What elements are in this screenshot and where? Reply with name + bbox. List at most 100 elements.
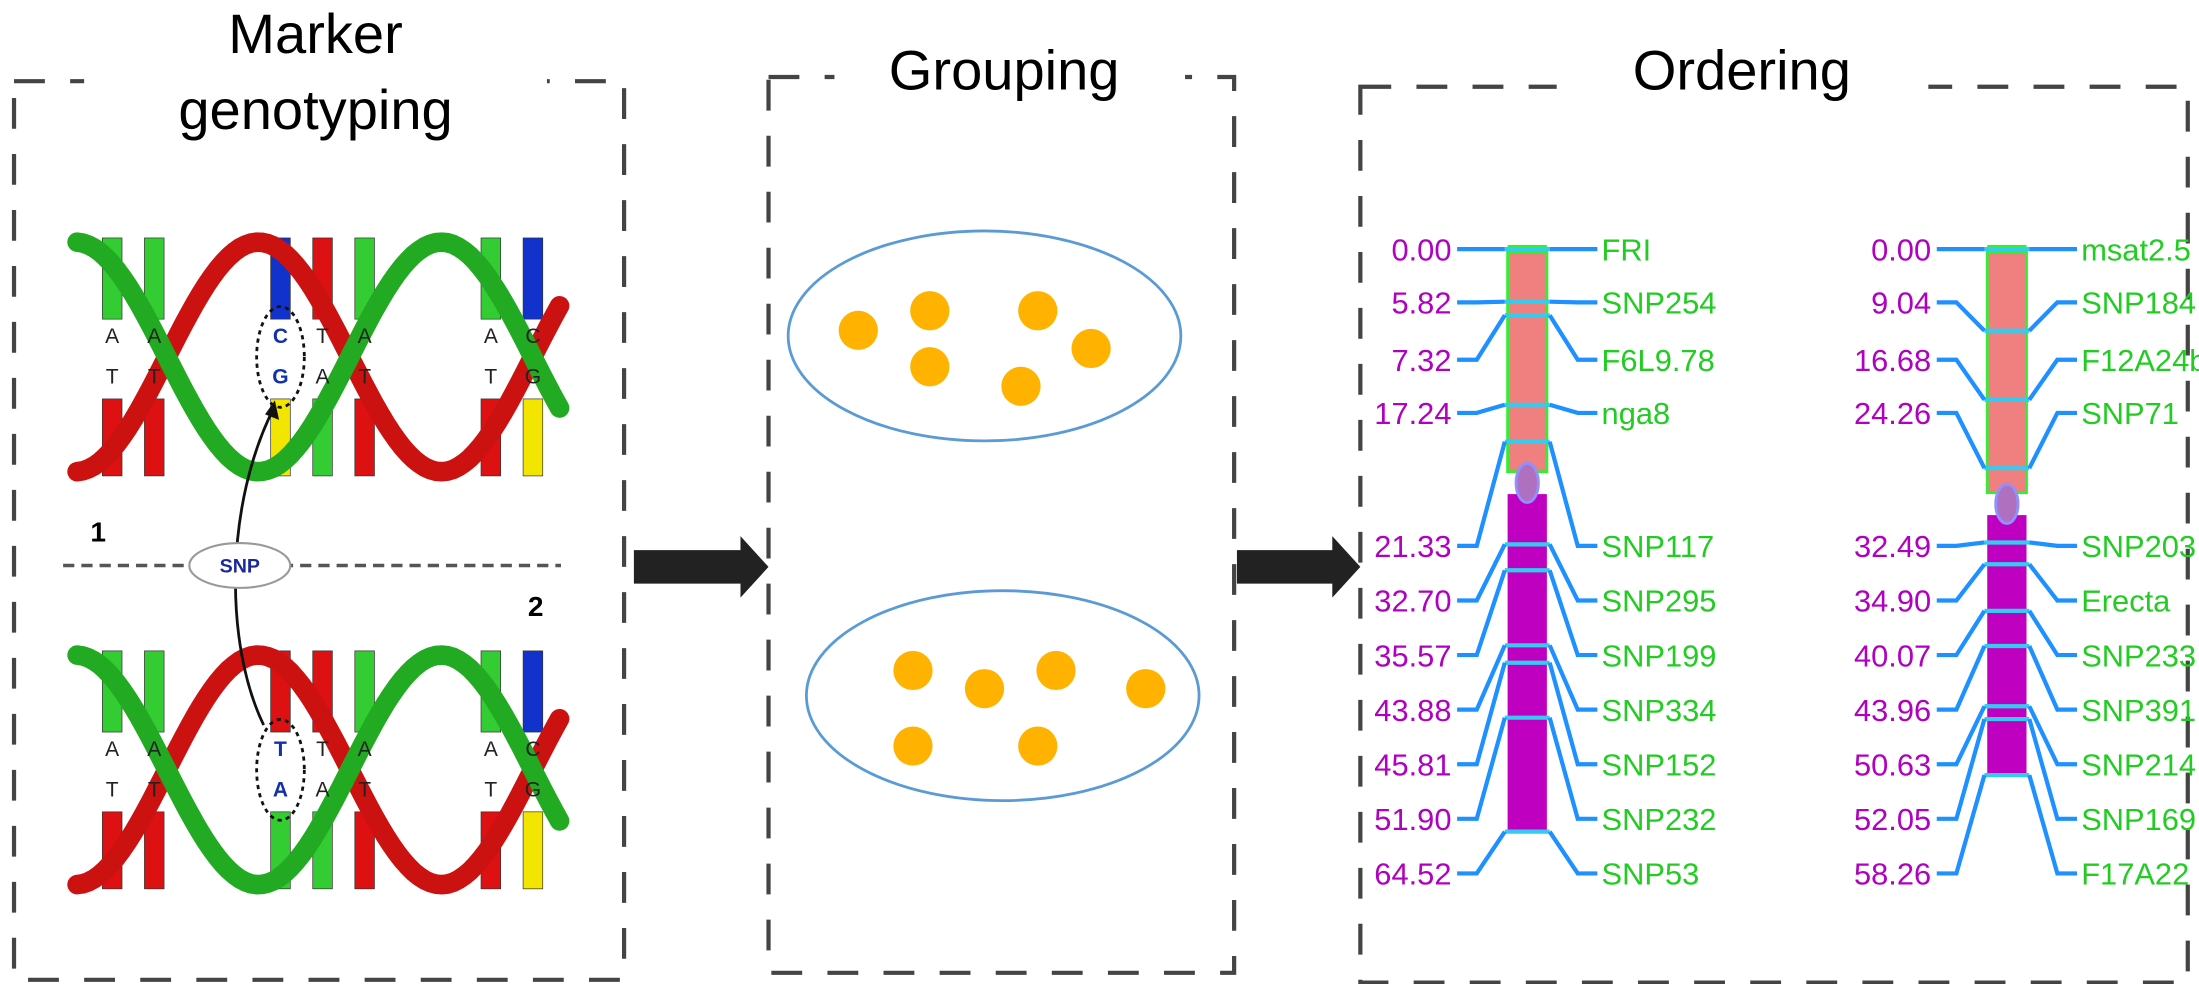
base-letter: A [316, 366, 330, 389]
base-bar [523, 399, 543, 476]
locus-connector [2029, 775, 2077, 873]
marker-dot [893, 651, 932, 690]
locus-position: 52.05 [1854, 802, 1931, 837]
base-letter: C [525, 325, 540, 348]
arrow [634, 536, 769, 598]
strand-label: 2 [528, 591, 544, 622]
base-letter: C [273, 325, 288, 348]
base-letter: A [147, 738, 161, 761]
base-letter: A [484, 325, 498, 348]
locus-connector [2029, 564, 2077, 600]
linkage-maps: 0.00FRI5.82SNP2547.32F6L9.7817.24nga821.… [1374, 232, 2199, 891]
snp-highlight [257, 307, 305, 408]
locus-marker: F6L9.78 [1602, 343, 1715, 378]
locus-position: 0.00 [1871, 232, 1931, 267]
locus-connector [1550, 570, 1598, 655]
base-letter: G [272, 366, 288, 389]
locus-connector [2029, 542, 2077, 545]
snp-highlight [257, 719, 305, 820]
locus-connector [1457, 405, 1505, 413]
cluster [806, 591, 1199, 801]
locus-position: 17.24 [1374, 396, 1451, 431]
page: Marker genotyping Grouping Ordering AACT… [0, 0, 2199, 984]
chromosome-arm [1987, 249, 2026, 493]
base-letter: T [358, 778, 371, 801]
locus-connector [1550, 405, 1598, 413]
locus-connector [2029, 360, 2077, 400]
base-letter: T [148, 366, 161, 389]
base-letter: A [273, 778, 288, 801]
locus-connector [1937, 413, 1985, 468]
diagram: Marker genotyping Grouping Ordering AACT… [0, 0, 2199, 984]
locus-marker: SNP232 [1602, 802, 1717, 837]
locus-position: 7.32 [1391, 343, 1451, 378]
locus-connector [1550, 442, 1598, 546]
stage-title: Marker [228, 2, 403, 65]
locus-position: 24.26 [1854, 396, 1931, 431]
stage-title: genotyping [178, 78, 452, 141]
base-letter: T [274, 738, 287, 761]
marker-dot [1036, 651, 1075, 690]
locus-connector [2029, 413, 2077, 468]
locus-position: 16.68 [1854, 343, 1931, 378]
locus-marker: F12A24b [2081, 343, 2199, 378]
marker-dot [893, 726, 932, 765]
locus-connector [2029, 706, 2077, 764]
dna-illustration: AACTAACTTGATTGAATTAACTTAATTGSNP12 [63, 238, 561, 889]
locus-connector [1937, 775, 1985, 873]
locus-position: 51.90 [1374, 802, 1451, 837]
locus-position: 45.81 [1374, 747, 1451, 782]
locus-connector [1457, 832, 1505, 874]
locus-position: 32.70 [1374, 584, 1451, 619]
marker-dot [965, 669, 1004, 708]
locus-position: 50.63 [1854, 747, 1931, 782]
locus-marker: F17A22 [2081, 857, 2189, 892]
marker-dot [839, 311, 878, 350]
locus-connector [1937, 564, 1985, 600]
snp-label: SNP [220, 556, 260, 578]
locus-connector [1937, 706, 1985, 764]
base-letter: A [358, 325, 372, 348]
marker-dot [1126, 669, 1165, 708]
marker-dot [1001, 367, 1040, 406]
base-letter: T [316, 325, 329, 348]
locus-connector [1457, 302, 1505, 303]
locus-marker: SNP117 [1602, 529, 1715, 564]
base-letter: A [358, 738, 372, 761]
locus-marker: SNP254 [1602, 286, 1717, 321]
locus-connector [1550, 718, 1598, 819]
marker-dot [1018, 726, 1057, 765]
locus-position: 43.96 [1854, 693, 1931, 728]
locus-position: 5.82 [1391, 286, 1451, 321]
base-letter: A [484, 738, 498, 761]
locus-position: 64.52 [1374, 857, 1451, 892]
base-letter: A [105, 738, 119, 761]
base-letter: T [106, 778, 119, 801]
marker-dot [1071, 329, 1110, 368]
locus-marker: msat2.5 [2081, 232, 2191, 267]
locus-position: 32.49 [1854, 529, 1931, 564]
locus-marker: SNP295 [1602, 584, 1717, 619]
locus-position: 34.90 [1854, 584, 1931, 619]
base-letter: A [105, 325, 119, 348]
locus-marker: FRI [1602, 232, 1652, 267]
locus-marker: SNP233 [2081, 638, 2196, 673]
locus-position: 21.33 [1374, 529, 1451, 564]
locus-connector [1550, 302, 1598, 303]
base-letter: T [148, 778, 161, 801]
base-bar [523, 651, 543, 732]
locus-connector [1457, 442, 1505, 546]
base-letter: T [358, 366, 371, 389]
base-letter: G [525, 366, 541, 389]
locus-position: 40.07 [1854, 638, 1931, 673]
locus-connector [1937, 360, 1985, 400]
base-letter: T [484, 366, 497, 389]
locus-marker: SNP53 [1602, 857, 1700, 892]
marker-dot [910, 291, 949, 330]
strand-label: 1 [90, 517, 106, 548]
locus-connector [1457, 718, 1505, 819]
locus-position: 35.57 [1374, 638, 1451, 673]
base-letter: T [484, 778, 497, 801]
locus-marker: SNP214 [2081, 747, 2196, 782]
marker-dot [910, 347, 949, 386]
